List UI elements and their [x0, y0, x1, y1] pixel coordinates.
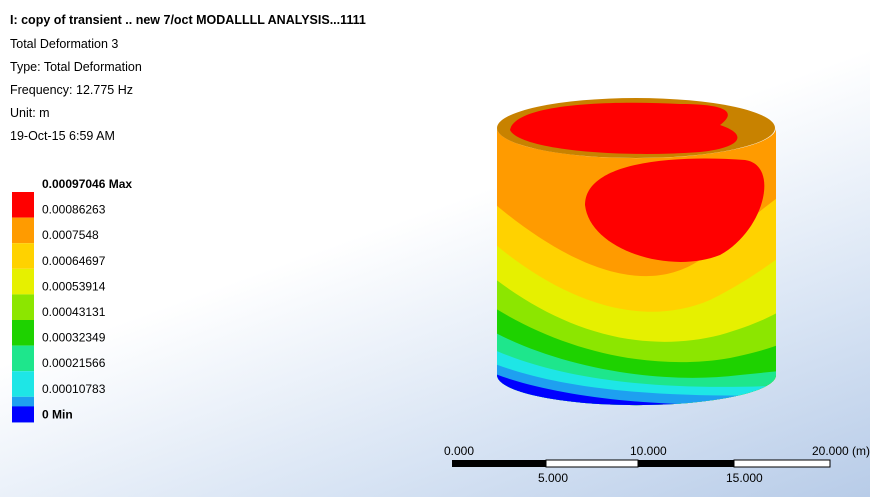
scale-label: 5.000 — [538, 471, 568, 485]
legend-label: 0.00097046 Max — [42, 177, 132, 191]
graphics: I: copy of transient .. new 7/oct MODALL… — [0, 0, 870, 497]
scale-segment — [734, 460, 830, 467]
legend-label: 0.0007548 — [42, 228, 99, 242]
legend-swatch — [12, 320, 34, 346]
scale-label: 10.000 — [630, 444, 667, 458]
scale-bar: 0.000 10.000 20.000 (m) 5.000 15.000 — [444, 444, 870, 485]
legend-label: 0.00021566 — [42, 356, 106, 370]
scale-label: 20.000 (m) — [812, 444, 870, 458]
info-line: Frequency: 12.775 Hz — [10, 83, 133, 97]
legend-label: 0.00086263 — [42, 203, 106, 217]
info-line: Total Deformation 3 — [10, 37, 118, 51]
legend-swatch — [12, 346, 34, 372]
legend-label: 0 Min — [42, 407, 73, 421]
scale-segment — [452, 460, 546, 467]
legend-swatch — [12, 218, 34, 244]
legend-label: 0.00043131 — [42, 305, 106, 319]
title: I: copy of transient .. new 7/oct MODALL… — [10, 13, 366, 27]
legend-swatch — [12, 243, 34, 269]
scale-label: 15.000 — [726, 471, 763, 485]
legend-label: 0.00053914 — [42, 279, 106, 293]
info-line: Type: Total Deformation — [10, 60, 142, 74]
info-line: Unit: m — [10, 106, 50, 120]
legend-swatch — [12, 269, 34, 295]
legend-swatch — [12, 406, 34, 422]
scale-segment — [638, 460, 734, 467]
info-line: 19-Oct-15 6:59 AM — [10, 129, 115, 143]
scale-label: 0.000 — [444, 444, 474, 458]
legend: 0.00097046 Max 0.00086263 0.0007548 0.00064… — [12, 177, 132, 422]
scale-segment — [546, 460, 638, 467]
legend-label: 0.00010783 — [42, 382, 106, 396]
legend-swatch — [12, 192, 34, 218]
legend-label: 0.00064697 — [42, 254, 106, 268]
viewport: I: copy of transient .. new 7/oct MODALL… — [0, 0, 870, 497]
legend-swatch — [12, 371, 34, 397]
legend-label: 0.00032349 — [42, 331, 106, 345]
header: I: copy of transient .. new 7/oct MODALL… — [10, 13, 366, 143]
legend-swatch — [12, 294, 34, 320]
